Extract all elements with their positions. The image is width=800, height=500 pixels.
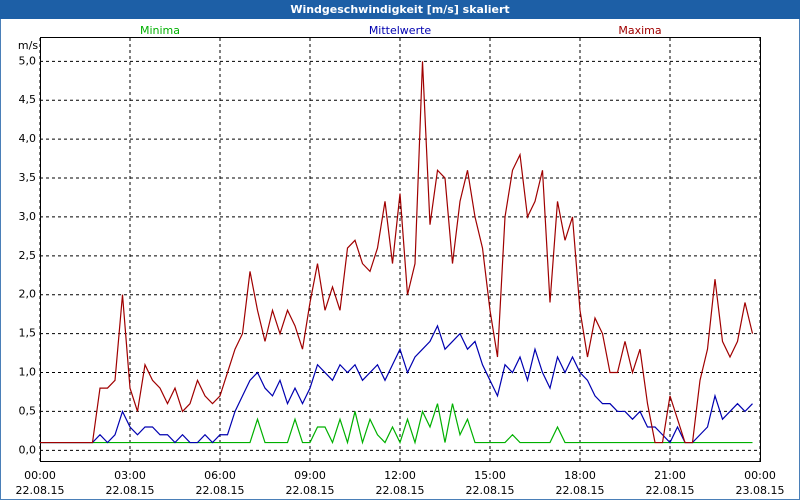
x-tick-date: 22.08.15 <box>16 484 65 497</box>
y-tick-label: 2,0 <box>19 288 37 301</box>
x-tick-label: 03:00 <box>114 469 146 482</box>
x-tick-date: 22.08.15 <box>646 484 695 497</box>
x-tick-date: 22.08.15 <box>196 484 245 497</box>
y-tick-label: 4,0 <box>19 132 37 145</box>
x-tick-label: 00:00 <box>744 469 776 482</box>
series-line <box>40 324 753 444</box>
x-tick-label: 12:00 <box>384 469 416 482</box>
y-tick-label: 1,5 <box>19 327 37 340</box>
x-tick-label: 15:00 <box>474 469 506 482</box>
series-line <box>40 403 753 445</box>
x-tick-date: 22.08.15 <box>376 484 425 497</box>
y-tick-label: 5,0 <box>19 54 37 67</box>
legend-label: Maxima <box>618 24 661 37</box>
y-tick-label: 3,0 <box>19 210 37 223</box>
x-tick-date: 22.08.15 <box>286 484 335 497</box>
x-tick-label: 06:00 <box>204 469 236 482</box>
x-tick-date: 22.08.15 <box>466 484 515 497</box>
x-tick-label: 21:00 <box>654 469 686 482</box>
x-tick-label: 18:00 <box>564 469 596 482</box>
legend-label: Mittelwerte <box>369 24 432 37</box>
y-tick-label: 0,5 <box>19 404 37 417</box>
y-tick-label: 2,5 <box>19 249 37 262</box>
chart-title: Windgeschwindigkeit [m/s] skaliert <box>290 3 509 16</box>
title-bar <box>0 0 800 19</box>
x-tick-label: 09:00 <box>294 469 326 482</box>
x-tick-date: 22.08.15 <box>556 484 605 497</box>
x-tick-label: 00:00 <box>24 469 56 482</box>
y-axis-label: m/s <box>18 39 38 52</box>
legend-label: Minima <box>140 24 180 37</box>
y-tick-label: 1,0 <box>19 366 37 379</box>
y-tick-label: 4,5 <box>19 93 37 106</box>
x-tick-date: 22.08.15 <box>106 484 155 497</box>
y-tick-label: 3,5 <box>19 171 37 184</box>
series-line <box>40 61 754 444</box>
x-tick-date: 23.08.15 <box>736 484 785 497</box>
y-tick-label: 0,0 <box>19 443 37 456</box>
